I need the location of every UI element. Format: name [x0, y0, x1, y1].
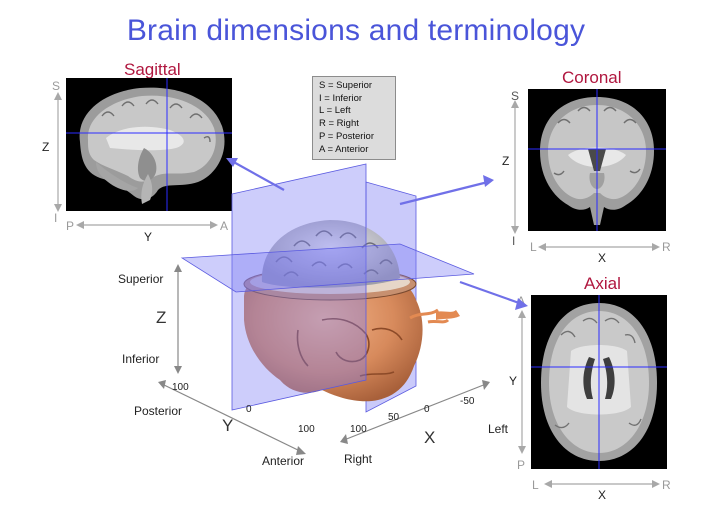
sagittal-axes: [54, 92, 218, 229]
anterior-label: Anterior: [262, 454, 305, 468]
left-label: Left: [488, 422, 509, 436]
sagittal-title: Sagittal: [124, 60, 181, 79]
axial-y-axis-label: Y: [509, 374, 518, 388]
coronal-z-axis-label: Z: [502, 154, 510, 168]
axial-left-label: L: [532, 478, 539, 492]
legend-item: I = Inferior: [319, 92, 363, 104]
legend-item: L = Left: [319, 105, 351, 117]
legend-item: A = Anterior: [319, 143, 369, 155]
axial-posterior-label: P: [517, 458, 526, 472]
coronal-title: Coronal: [562, 68, 622, 87]
coronal-inferior-label: I: [512, 234, 516, 248]
legend-item: P = Posterior: [319, 130, 375, 142]
sagittal-superior-label: S: [52, 79, 61, 93]
terminology-legend: S = Superior I = Inferior L = Left R = R…: [312, 76, 396, 160]
y-tick-0: 0: [246, 404, 252, 415]
sagittal-inferior-label: I: [54, 211, 58, 225]
coronal-right-label: R: [662, 240, 671, 254]
x-tick-50: 50: [388, 412, 400, 423]
x-tick-minus-50: -50: [460, 396, 475, 407]
legend-item: S = Superior: [319, 80, 373, 91]
y-axis-label: Y: [222, 416, 234, 435]
y-tick-100-posterior: 100: [172, 382, 189, 393]
axial-axes: [518, 310, 660, 488]
posterior-label: Posterior: [134, 404, 183, 418]
coronal-left-label: L: [530, 240, 537, 254]
coronal-superior-label: S: [511, 89, 520, 103]
inferior-label: Inferior: [122, 352, 160, 366]
x-tick-0: 0: [424, 404, 430, 415]
sagittal-z-axis-label: Z: [42, 140, 50, 154]
z-axis-label: Z: [156, 308, 167, 327]
coronal-axes: [511, 100, 660, 251]
x-tick-100: 100: [350, 424, 367, 435]
axial-title: Axial: [584, 274, 621, 293]
y-tick-100-anterior: 100: [298, 424, 315, 435]
sagittal-y-axis-label: Y: [144, 230, 153, 244]
axial-image: [531, 295, 667, 469]
brain-surface: [261, 220, 400, 288]
coronal-image: [528, 89, 666, 231]
coronal-x-axis-label: X: [598, 251, 607, 265]
axial-plane: [180, 243, 475, 293]
superior-label: Superior: [118, 272, 164, 286]
sagittal-anterior-label: A: [220, 219, 229, 233]
axial-right-label: R: [662, 478, 671, 492]
sagittal-posterior-label: P: [66, 219, 75, 233]
x-axis-label: X: [424, 428, 436, 447]
legend-item: R = Right: [319, 118, 359, 130]
axial-x-axis-label: X: [598, 488, 607, 502]
page-title: Brain dimensions and terminology: [126, 14, 586, 47]
sagittal-image: [66, 78, 232, 211]
right-label: Right: [344, 452, 373, 466]
